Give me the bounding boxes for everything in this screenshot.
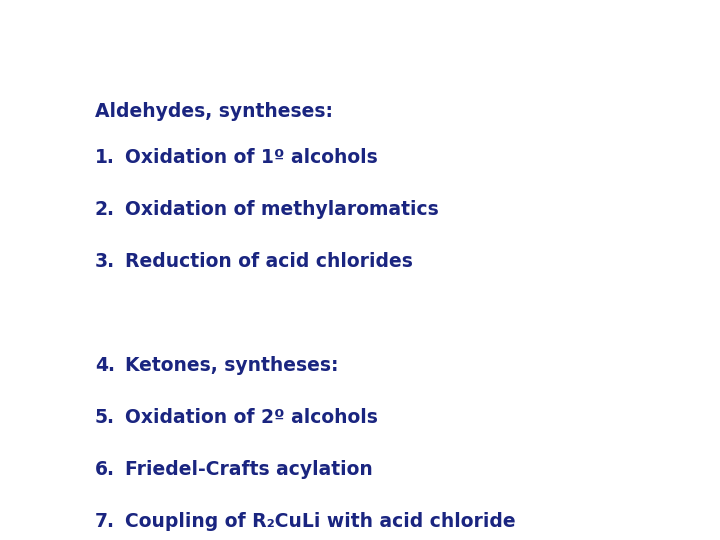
Text: Aldehydes, syntheses:: Aldehydes, syntheses: xyxy=(95,102,333,121)
Text: Coupling of R₂CuLi with acid chloride: Coupling of R₂CuLi with acid chloride xyxy=(125,512,516,531)
Text: Friedel-Crafts acylation: Friedel-Crafts acylation xyxy=(125,460,373,479)
Text: Ketones, syntheses:: Ketones, syntheses: xyxy=(125,356,338,375)
Text: Oxidation of 2º alcohols: Oxidation of 2º alcohols xyxy=(125,408,378,427)
Text: 2.: 2. xyxy=(95,200,115,219)
Text: 7.: 7. xyxy=(95,512,115,531)
Text: 3.: 3. xyxy=(95,252,115,271)
Text: Oxidation of methylaromatics: Oxidation of methylaromatics xyxy=(125,200,438,219)
Text: 4.: 4. xyxy=(95,356,115,375)
Text: 5.: 5. xyxy=(95,408,115,427)
Text: 6.: 6. xyxy=(95,460,115,479)
Text: Oxidation of 1º alcohols: Oxidation of 1º alcohols xyxy=(125,148,378,167)
Text: 1.: 1. xyxy=(95,148,115,167)
Text: Reduction of acid chlorides: Reduction of acid chlorides xyxy=(125,252,413,271)
